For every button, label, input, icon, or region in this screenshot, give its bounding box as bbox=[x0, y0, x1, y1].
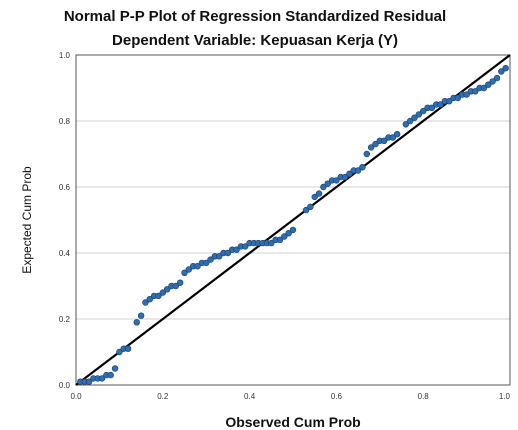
axis-ticks: 0.0 0.2 0.4 0.6 0.8 1.0 0.0 0.2 0.4 0.6 0.8 1.0 bbox=[59, 51, 511, 401]
chart-title: Normal P-P Plot of Regression Standardiz… bbox=[64, 8, 446, 25]
data-point bbox=[406, 117, 414, 125]
y-tick-label: 0.0 bbox=[59, 381, 71, 390]
data-point bbox=[276, 236, 284, 244]
data-point bbox=[346, 170, 353, 178]
data-point bbox=[446, 97, 453, 105]
data-point bbox=[463, 91, 470, 98]
data-point bbox=[146, 296, 153, 303]
data-point bbox=[181, 269, 188, 276]
data-point bbox=[155, 292, 162, 300]
y-axis-title: Expected Cum Prob bbox=[20, 166, 34, 274]
y-tick-label: 0.2 bbox=[59, 315, 71, 324]
data-point bbox=[242, 243, 249, 250]
data-point bbox=[359, 164, 366, 171]
data-point bbox=[142, 299, 149, 306]
data-point bbox=[233, 246, 240, 253]
data-point bbox=[111, 365, 119, 372]
data-point bbox=[354, 167, 362, 174]
data-point bbox=[389, 134, 397, 141]
data-points bbox=[77, 64, 509, 385]
data-point bbox=[372, 140, 379, 148]
x-tick-label: 0.8 bbox=[418, 392, 430, 401]
data-point bbox=[163, 286, 171, 293]
data-point bbox=[493, 74, 501, 82]
data-point bbox=[333, 177, 340, 184]
data-point bbox=[437, 101, 444, 108]
data-point bbox=[363, 150, 370, 158]
data-point bbox=[472, 88, 479, 95]
data-point bbox=[380, 137, 388, 145]
data-point bbox=[498, 68, 505, 75]
x-tick-label: 1.0 bbox=[499, 392, 511, 401]
x-tick-label: 0.4 bbox=[244, 392, 256, 401]
data-point bbox=[159, 289, 167, 296]
data-point bbox=[268, 239, 275, 247]
plot-area bbox=[75, 54, 511, 386]
data-point bbox=[367, 144, 375, 151]
y-tick-label: 0.8 bbox=[59, 117, 71, 126]
data-point bbox=[485, 81, 492, 88]
data-point bbox=[415, 111, 423, 118]
data-point bbox=[281, 233, 288, 240]
data-point bbox=[172, 282, 180, 290]
x-axis-title: Observed Cum Prob bbox=[225, 414, 360, 430]
data-point bbox=[107, 371, 114, 379]
data-point bbox=[454, 94, 462, 102]
data-point bbox=[224, 249, 232, 257]
data-point bbox=[411, 114, 418, 121]
data-point bbox=[489, 78, 496, 85]
data-point bbox=[311, 193, 318, 201]
chart-subtitle: Dependent Variable: Kepuasan Kerja (Y) bbox=[112, 32, 398, 49]
data-point bbox=[320, 183, 327, 191]
data-point bbox=[393, 131, 401, 138]
data-point bbox=[502, 64, 509, 72]
data-point bbox=[207, 256, 214, 263]
x-tick-label: 0.6 bbox=[331, 392, 343, 401]
data-point bbox=[402, 121, 410, 128]
data-point bbox=[116, 348, 123, 356]
data-point bbox=[133, 319, 140, 326]
data-point bbox=[302, 206, 310, 214]
gridlines bbox=[76, 120, 510, 320]
y-tick-label: 0.6 bbox=[59, 183, 71, 192]
data-point bbox=[420, 107, 427, 115]
data-point bbox=[216, 253, 223, 260]
reference-line bbox=[75, 54, 511, 386]
data-point bbox=[98, 375, 106, 382]
data-point bbox=[289, 226, 297, 234]
data-point bbox=[85, 378, 93, 385]
data-point bbox=[176, 279, 184, 286]
data-point bbox=[137, 312, 145, 319]
data-point bbox=[203, 259, 210, 267]
data-point bbox=[315, 190, 323, 197]
y-tick-label: 0.4 bbox=[59, 249, 71, 258]
x-tick-label: 0.0 bbox=[70, 392, 82, 401]
data-point bbox=[194, 263, 201, 270]
data-point bbox=[185, 266, 193, 273]
y-tick-label: 1.0 bbox=[59, 51, 71, 60]
data-point bbox=[341, 173, 349, 181]
data-point bbox=[480, 84, 488, 92]
data-point bbox=[124, 345, 132, 352]
data-point bbox=[307, 203, 314, 211]
x-tick-label: 0.2 bbox=[157, 392, 169, 401]
data-point bbox=[428, 104, 436, 112]
data-point bbox=[324, 180, 331, 187]
data-point bbox=[285, 230, 292, 237]
